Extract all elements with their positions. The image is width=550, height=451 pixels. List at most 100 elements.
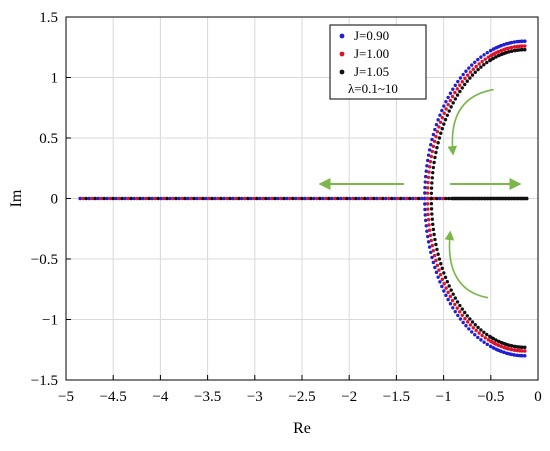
real-axis-point xyxy=(405,196,409,201)
real-axis-point xyxy=(231,196,235,201)
locus-point-upper xyxy=(430,181,434,185)
locus-point-upper xyxy=(440,116,445,120)
locus-point-upper xyxy=(464,69,468,73)
locus-point-lower xyxy=(520,354,524,358)
legend-note: λ=0.1~10 xyxy=(348,81,398,96)
legend-box xyxy=(329,24,427,100)
locus-point-upper xyxy=(482,63,486,67)
locus-point-upper xyxy=(425,158,430,163)
locus-point-lower xyxy=(504,351,509,355)
locus-point-upper xyxy=(512,45,517,49)
locus-point-lower xyxy=(425,234,430,239)
real-axis-point xyxy=(273,196,277,201)
real-axis-point xyxy=(309,196,313,201)
locus-point-upper xyxy=(465,79,469,83)
locus-point-upper xyxy=(446,95,450,100)
locus-point-upper xyxy=(499,52,503,57)
locus-point-lower xyxy=(429,250,433,254)
locus-point-lower xyxy=(468,323,473,327)
real-axis-point xyxy=(363,196,367,201)
locus-point-lower xyxy=(442,271,446,275)
locus-point-lower xyxy=(489,339,493,344)
locus-point-upper xyxy=(438,120,443,124)
locus-point-lower xyxy=(460,307,464,311)
locus-point-lower xyxy=(458,303,462,308)
locus-point-upper xyxy=(515,39,519,44)
locus-point-lower xyxy=(486,338,491,342)
locus-point-upper xyxy=(431,132,436,137)
real-axis-point xyxy=(431,196,436,201)
locus-point-upper xyxy=(510,49,514,53)
locus-point-lower xyxy=(465,320,470,324)
locus-point-lower xyxy=(463,310,467,315)
x-tick-label: 0 xyxy=(534,389,542,405)
locus-point-lower xyxy=(473,333,477,337)
locus-point-lower xyxy=(424,224,428,228)
real-axis-point xyxy=(402,196,406,201)
real-axis-point xyxy=(201,196,205,201)
locus-point-lower xyxy=(449,288,453,292)
locus-point-lower xyxy=(450,298,455,303)
locus-point-lower xyxy=(496,348,501,353)
locus-point-lower xyxy=(512,348,517,352)
locus-point-lower xyxy=(482,340,486,344)
locus-point-lower xyxy=(429,207,434,211)
locus-point-lower xyxy=(442,282,446,286)
locus-point-upper xyxy=(434,122,439,127)
real-axis-point xyxy=(393,196,397,201)
real-axis-point xyxy=(213,196,217,201)
locus-point-upper xyxy=(523,44,527,48)
x-tick-label: −1.5 xyxy=(383,389,410,405)
locus-point-upper xyxy=(440,126,444,131)
real-axis-point xyxy=(87,196,91,201)
real-axis-point xyxy=(168,196,172,201)
locus-point-lower xyxy=(517,353,522,358)
locus-point-upper xyxy=(426,153,431,157)
locus-point-lower xyxy=(427,245,432,249)
locus-point-lower xyxy=(499,344,503,349)
real-axis-point xyxy=(357,196,361,201)
locus-point-upper xyxy=(438,113,442,117)
real-axis-point xyxy=(246,196,250,201)
real-axis-point xyxy=(282,196,286,201)
locus-point-upper xyxy=(465,73,470,77)
real-axis-point xyxy=(437,196,442,201)
locus-point-lower xyxy=(479,328,483,332)
x-tick-label: −1 xyxy=(436,389,452,405)
real-axis-point xyxy=(96,196,100,201)
locus-point-upper xyxy=(461,72,465,77)
locus-point-lower xyxy=(520,345,524,349)
locus-point-upper xyxy=(494,51,498,55)
locus-point-upper xyxy=(491,56,496,60)
y-tick-label: −0.5 xyxy=(31,252,58,268)
locus-point-upper xyxy=(423,174,428,179)
real-axis-point xyxy=(102,196,106,201)
locus-point-lower xyxy=(474,328,478,333)
locus-point-lower xyxy=(423,218,428,223)
locus-point-upper xyxy=(504,50,509,55)
locus-point-upper xyxy=(458,83,462,87)
locus-point-upper xyxy=(483,57,487,61)
real-axis-point xyxy=(291,196,295,201)
real-axis-point xyxy=(240,196,244,201)
curved-arrow-down xyxy=(447,88,494,156)
y-axis-title: Im xyxy=(8,189,25,207)
locus-point-upper xyxy=(423,180,427,184)
locus-point-lower xyxy=(482,330,486,334)
locus-point-lower xyxy=(435,247,439,252)
real-axis-point xyxy=(207,196,211,201)
real-axis-point xyxy=(285,196,289,201)
locus-point-lower xyxy=(429,201,434,206)
locus-point-lower xyxy=(440,284,444,289)
locus-point-lower xyxy=(510,352,514,357)
locus-point-upper xyxy=(502,42,506,47)
locus-point-upper xyxy=(507,41,511,45)
real-axis-point xyxy=(261,196,265,201)
locus-point-lower xyxy=(485,342,489,347)
locus-point-upper xyxy=(451,87,455,91)
locus-point-lower xyxy=(431,227,436,232)
locus-point-lower xyxy=(460,313,464,317)
locus-point-lower xyxy=(427,228,432,232)
real-axis-point xyxy=(369,196,373,201)
